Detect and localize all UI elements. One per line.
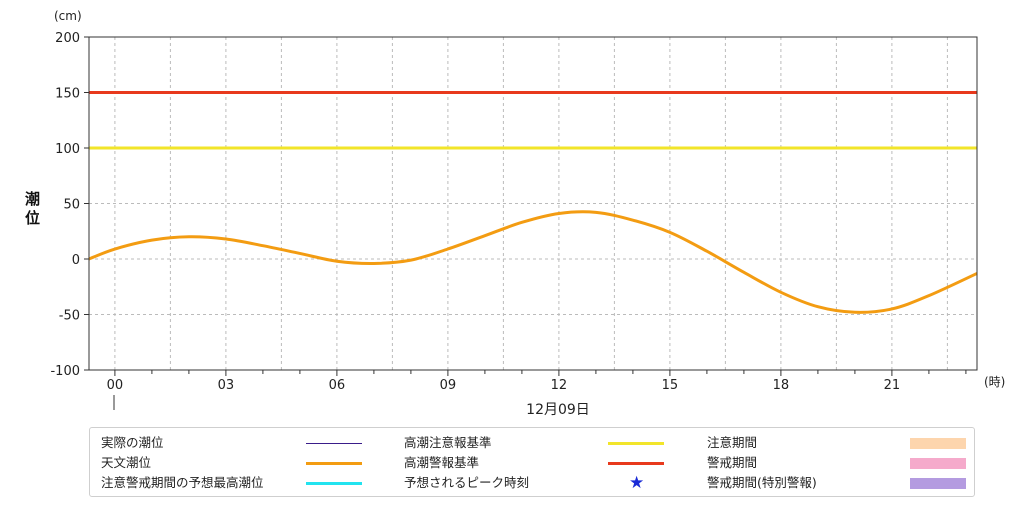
- y-tick-label: -100: [50, 364, 80, 379]
- y-tick-label: -50: [59, 309, 80, 324]
- grid-layer: [89, 37, 977, 370]
- legend-label: 高潮注意報基準: [404, 435, 492, 450]
- legend-label: 実際の潮位: [101, 435, 164, 450]
- y-tick-label: 100: [55, 142, 80, 157]
- date-label: 12月09日: [526, 402, 590, 418]
- series-line-astronomical-tide: [88, 210, 978, 314]
- x-tick-label: 12: [551, 378, 568, 393]
- x-tick-label: 18: [773, 378, 790, 393]
- legend-label: 高潮警報基準: [404, 455, 480, 470]
- legend-label: 警戒期間(特別警報): [707, 475, 817, 490]
- y-tick-label: 0: [72, 253, 80, 268]
- legend-line-swatch: [608, 442, 664, 445]
- y-tick-label: 200: [55, 31, 80, 46]
- x-tick-label: 03: [218, 378, 235, 393]
- y-tick-label: 150: [55, 87, 80, 102]
- legend-box-swatch: [910, 478, 966, 489]
- x-tick-label: 15: [662, 378, 679, 393]
- y-axis-label-char-2: 位: [25, 209, 40, 227]
- y-tick-label: 50: [63, 198, 80, 213]
- legend-box-swatch: [910, 458, 966, 469]
- legend-line-swatch: [306, 443, 362, 444]
- tide-chart: 200 150 100 50 0 -50 -100 00 03 06 09 12 15 18 21 (cm)…: [25, 9, 1005, 418]
- legend-line-swatch: [608, 462, 664, 465]
- legend-label: 注意警戒期間の予想最高潮位: [101, 475, 264, 490]
- series-layer: [88, 210, 978, 314]
- legend-label: 注意期間: [707, 435, 758, 450]
- legend-label: 予想されるピーク時刻: [404, 475, 530, 490]
- legend-box-swatch: [910, 438, 966, 449]
- legend-label: 天文潮位: [101, 455, 152, 470]
- x-tick-label: 21: [884, 378, 901, 393]
- x-unit-label: (時): [984, 375, 1005, 389]
- x-tick-label: 09: [440, 378, 457, 393]
- legend-line-swatch: [306, 462, 362, 465]
- legend-star-icon: ★: [629, 473, 645, 493]
- x-tick-label: 00: [107, 378, 124, 393]
- tick-layer: 200 150 100 50 0 -50 -100 00 03 06 09 12 15 18 21: [50, 31, 967, 393]
- legend: 実際の潮位天文潮位注意警戒期間の予想最高潮位 高潮注意報基準 高潮警報基準予想される…: [89, 427, 975, 497]
- legend-label: 警戒期間: [707, 455, 758, 470]
- y-axis-label-char-1: 潮: [25, 190, 40, 208]
- reference-lines: [89, 91, 977, 150]
- x-tick-label: 06: [329, 378, 346, 393]
- legend-line-swatch: [306, 482, 362, 485]
- y-unit-label: (cm): [54, 9, 82, 23]
